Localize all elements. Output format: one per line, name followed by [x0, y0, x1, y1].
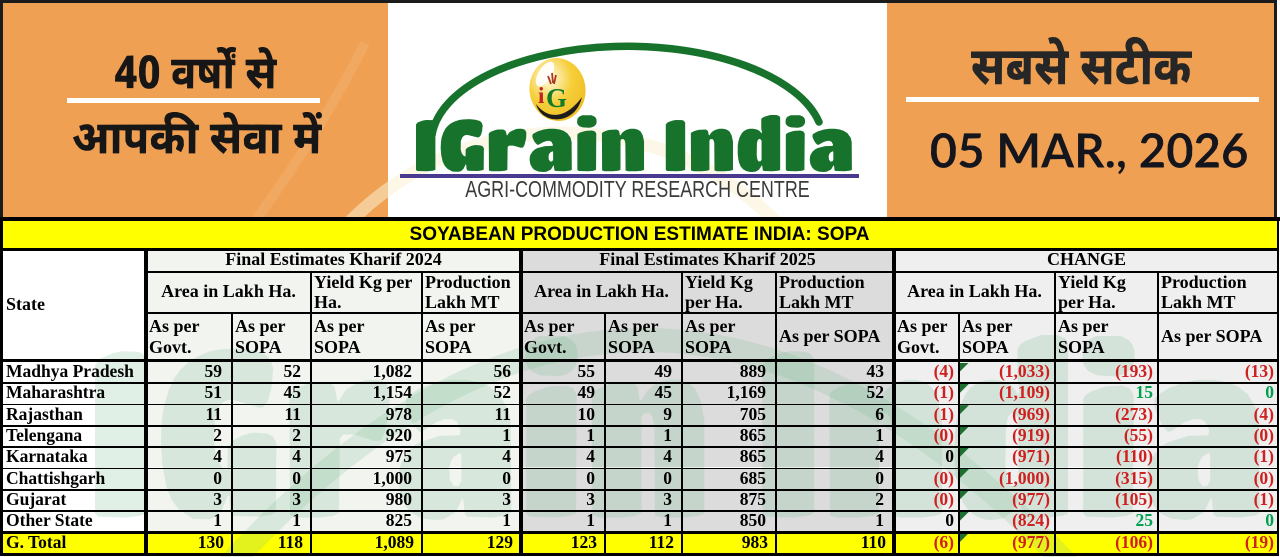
svg-text:G: G — [546, 83, 567, 113]
svg-text:i: i — [538, 83, 545, 108]
